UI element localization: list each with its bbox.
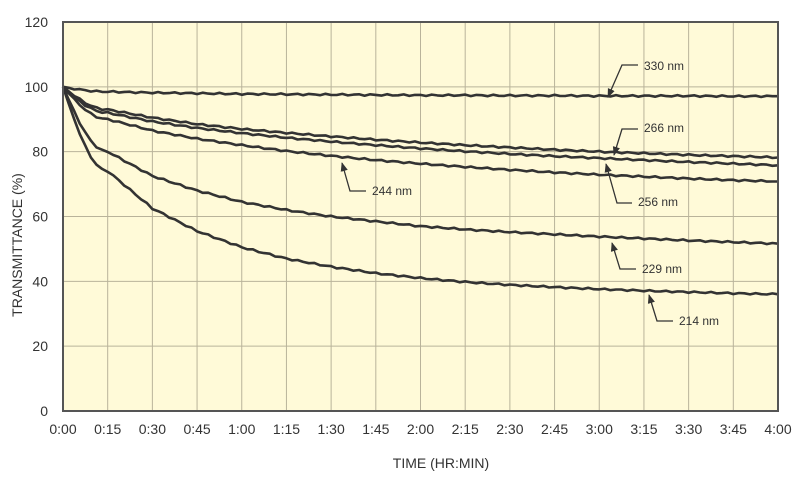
y-tick-label: 100 — [25, 79, 49, 95]
plot-frame — [62, 21, 779, 412]
x-axis-ticks: 0:00 0:15 0:30 0:45 1:00 1:15 1:30 1:45 2:00 2:15… — [49, 421, 791, 437]
y-axis-label: TRANSMITTANCE (%) — [9, 173, 25, 317]
x-tick-label: 2:15 — [452, 421, 479, 437]
annotation-arrow-icon — [607, 64, 638, 98]
data-lines — [61, 85, 779, 296]
annotation-label: 266 nm — [644, 121, 684, 135]
x-tick-label: 0:45 — [183, 421, 210, 437]
annotation-arrow-icon — [604, 163, 632, 204]
x-tick-label: 1:00 — [228, 421, 255, 437]
series-line-256nm — [62, 85, 779, 168]
y-tick-label: 120 — [25, 14, 49, 30]
x-tick-label: 2:30 — [496, 421, 523, 437]
x-tick-label: 1:15 — [273, 421, 300, 437]
series-line-244nm — [62, 85, 778, 183]
gridlines — [62, 21, 779, 412]
y-tick-label: 0 — [40, 403, 48, 419]
y-tick-label: 60 — [32, 209, 48, 225]
x-axis-label: TIME (HR:MIN) — [393, 455, 489, 471]
y-tick-label: 80 — [32, 144, 48, 160]
y-tick-label: 40 — [32, 273, 48, 289]
x-tick-label: 3:45 — [720, 421, 747, 437]
x-tick-label: 2:00 — [407, 421, 434, 437]
x-tick-label: 0:00 — [49, 421, 76, 437]
x-tick-label: 1:30 — [318, 421, 345, 437]
series-line-229nm — [61, 86, 779, 246]
series-line-266nm — [62, 85, 779, 160]
series-line-214nm — [61, 86, 779, 296]
series-line-330nm — [62, 85, 778, 99]
annotation-arrow-icon — [340, 162, 366, 192]
annotation-label: 244 nm — [372, 184, 412, 198]
annotation-arrow-icon — [610, 242, 636, 270]
x-tick-label: 0:30 — [139, 421, 166, 437]
annotation-label: 330 nm — [644, 59, 684, 73]
annotation-label: 256 nm — [638, 195, 678, 209]
x-tick-label: 2:45 — [541, 421, 568, 437]
annotation-label: 214 nm — [679, 314, 719, 328]
x-tick-label: 4:00 — [764, 421, 791, 437]
x-tick-label: 0:15 — [94, 421, 121, 437]
x-tick-label: 3:30 — [675, 421, 702, 437]
x-tick-label: 3:00 — [586, 421, 613, 437]
annotation-arrow-icon — [647, 294, 673, 322]
annotation-arrow-icon — [612, 128, 638, 156]
series-annotations: 330 nm 266 nm 256 nm 244 nm 229 nm 214 nm — [340, 59, 719, 328]
x-tick-label: 1:45 — [362, 421, 389, 437]
y-axis-ticks: 0 20 40 60 80 100 120 — [25, 14, 49, 419]
annotation-label: 229 nm — [642, 262, 682, 276]
x-tick-label: 3:15 — [630, 421, 657, 437]
y-tick-label: 20 — [32, 338, 48, 354]
